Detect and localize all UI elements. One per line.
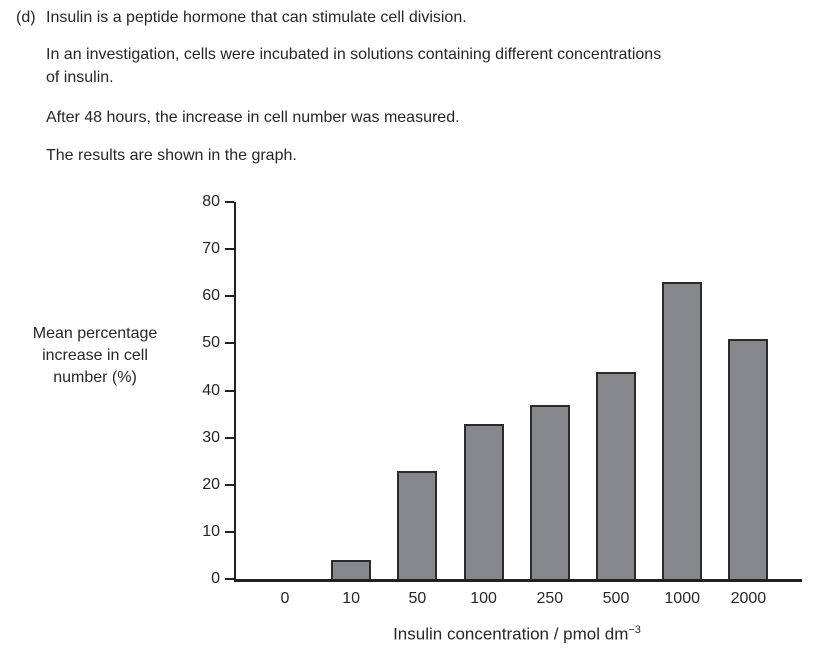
y-axis-title: Mean percentage increase in cell number … [10, 323, 180, 389]
question-paragraph-4: The results are shown in the graph. [46, 147, 297, 164]
bar-250 [529, 404, 570, 579]
x-tick-label: 0 [280, 590, 290, 607]
bar-chart-plot-area: 0 10 20 30 40 50 60 70 80 0 10 50 100 250 500 1000 2000 [202, 193, 802, 607]
y-axis-title-line-3: number (%) [53, 369, 137, 386]
y-axis-tick [225, 248, 234, 251]
y-tick-label: 40 [202, 381, 220, 399]
bar-500 [596, 371, 636, 579]
y-axis-title-line-2: increase in cell [42, 347, 148, 364]
y-tick-label: 10 [202, 522, 220, 540]
y-tick-label: 0 [211, 570, 220, 587]
y-axis-tick [225, 201, 234, 203]
x-axis-title-text: Insulin concentration / pmol dm [393, 624, 629, 644]
bar-1000 [662, 282, 703, 579]
y-axis-tick [225, 342, 234, 345]
x-tick-label: 1000 [664, 590, 700, 607]
y-axis-tick [225, 389, 234, 392]
bar-100 [463, 423, 504, 579]
bar-50 [397, 470, 438, 579]
y-tick-label: 30 [202, 428, 220, 446]
bar-10 [331, 560, 372, 579]
y-axis-tick [225, 436, 234, 439]
y-tick-label: 50 [202, 334, 220, 352]
x-tick-label: 2000 [730, 590, 767, 607]
x-axis-title: Insulin concentration / pmol dm−3 [234, 619, 800, 646]
question-paragraph-1: Insulin is a peptide hormone that can st… [46, 9, 467, 26]
x-axis-title-superscript: −3 [628, 624, 641, 636]
y-axis-tick [225, 578, 234, 580]
y-axis-tick [225, 483, 234, 486]
question-paragraph-3: After 48 hours, the increase in cell num… [46, 109, 460, 126]
x-tick-label: 250 [536, 590, 564, 607]
y-tick-label: 80 [202, 193, 220, 210]
question-part-label: (d) [16, 9, 36, 26]
y-axis-tick [225, 295, 234, 298]
question-paragraph-2: In an investigation, cells were incubate… [46, 46, 662, 86]
y-axis-title-line-1: Mean percentage [32, 325, 158, 342]
y-tick-label: 70 [202, 240, 220, 258]
bar-2000 [728, 338, 769, 579]
x-tick-label: 500 [602, 590, 630, 607]
y-tick-label: 60 [202, 287, 220, 305]
x-tick-label: 10 [342, 590, 361, 607]
y-tick-label: 20 [202, 475, 220, 493]
x-tick-label: 100 [470, 590, 497, 607]
y-axis-tick [225, 530, 234, 533]
x-tick-label: 50 [408, 590, 427, 607]
